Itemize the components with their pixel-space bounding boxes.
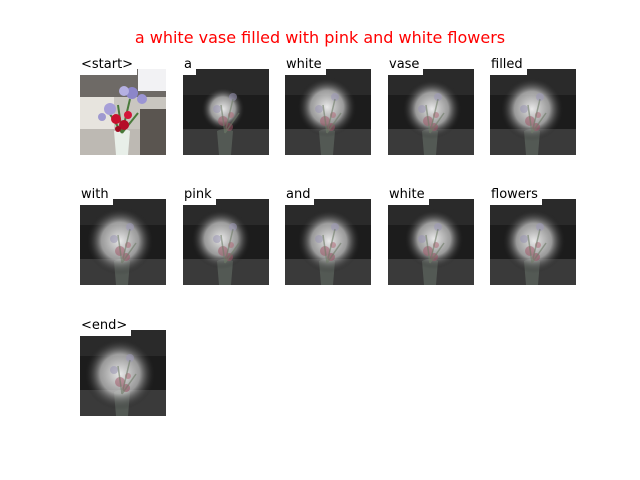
- panel-attention: <end>: [79, 317, 166, 416]
- attention-map-image: [388, 199, 474, 285]
- attention-map: [80, 330, 166, 416]
- attention-map-image: [80, 199, 166, 285]
- panel-attention: filled: [489, 56, 576, 155]
- panel-attention: pink: [182, 186, 269, 285]
- panel-original: <start>: [79, 56, 166, 155]
- attention-map: [490, 69, 576, 155]
- attention-map-image: [285, 69, 371, 155]
- photo-image: [80, 69, 166, 155]
- word-label: filled: [489, 56, 527, 75]
- panel-attention: vase: [387, 56, 474, 155]
- panel-attention: white: [387, 186, 474, 285]
- attention-map: [80, 199, 166, 285]
- attention-map-image: [490, 69, 576, 155]
- attention-map: [183, 199, 269, 285]
- word-label: and: [284, 186, 315, 205]
- attention-map: [285, 69, 371, 155]
- attention-map: [183, 69, 269, 155]
- panel-attention: flowers: [489, 186, 576, 285]
- attention-map-image: [388, 69, 474, 155]
- word-label: <start>: [79, 56, 138, 75]
- attention-map: [285, 199, 371, 285]
- panel-attention: with: [79, 186, 166, 285]
- panel-attention: a: [182, 56, 269, 155]
- word-label: a: [182, 56, 196, 75]
- attention-map-image: [80, 330, 166, 416]
- word-label: <end>: [79, 317, 132, 336]
- panel-attention: and: [284, 186, 371, 285]
- attention-map: [388, 69, 474, 155]
- generated-caption: a white vase filled with pink and white …: [134, 28, 506, 47]
- word-label: with: [79, 186, 113, 205]
- original-photo: [80, 69, 166, 155]
- word-label: pink: [182, 186, 216, 205]
- attention-map: [388, 199, 474, 285]
- word-label: vase: [387, 56, 424, 75]
- word-label: flowers: [489, 186, 542, 205]
- word-label: white: [284, 56, 326, 75]
- panel-attention: white: [284, 56, 371, 155]
- word-label: white: [387, 186, 429, 205]
- attention-map-image: [285, 199, 371, 285]
- attention-map: [490, 199, 576, 285]
- attention-map-image: [490, 199, 576, 285]
- attention-map-image: [183, 199, 269, 285]
- attention-map-image: [183, 69, 269, 155]
